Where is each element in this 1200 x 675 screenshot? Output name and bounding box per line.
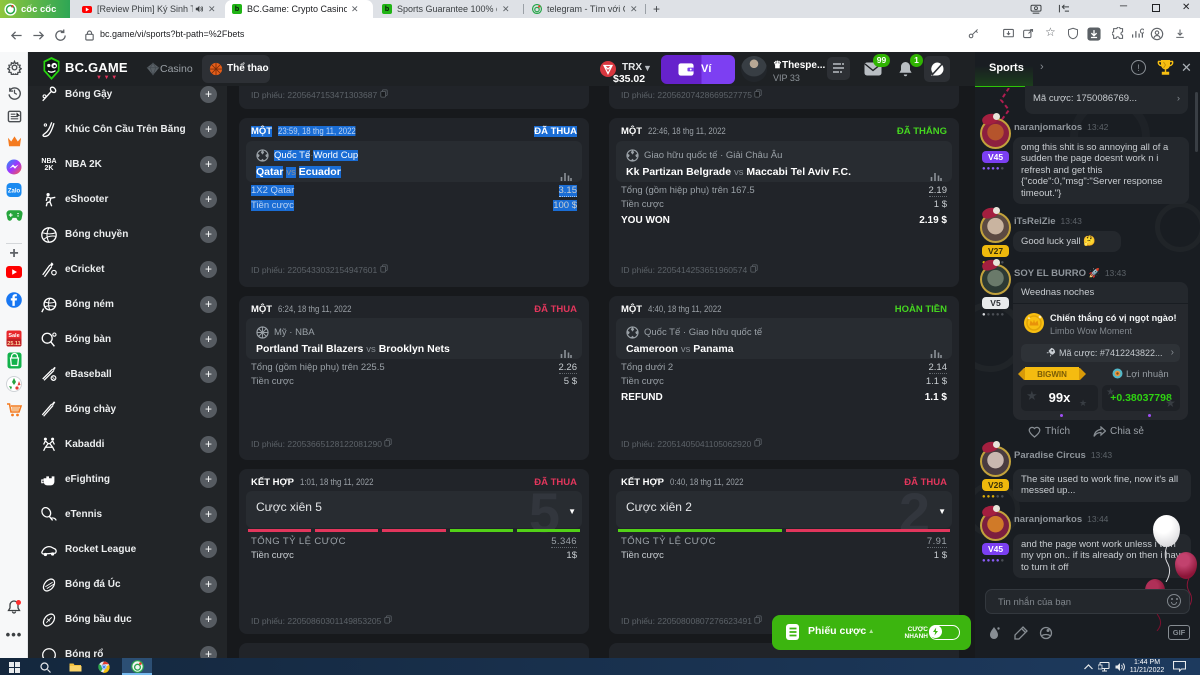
- svg-text:Sale: Sale: [8, 333, 19, 339]
- svg-text:Zalo: Zalo: [8, 189, 21, 195]
- svg-text:BIGWIN: BIGWIN: [1037, 370, 1067, 379]
- svg-text:25.11: 25.11: [7, 341, 20, 347]
